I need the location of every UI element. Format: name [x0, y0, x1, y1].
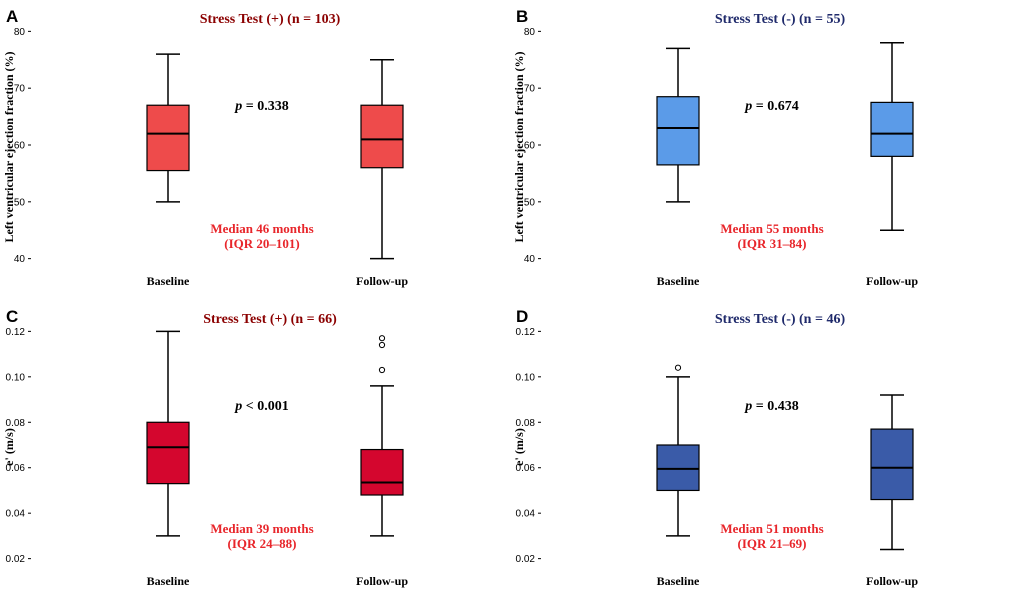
- box-followup: [360, 335, 404, 537]
- followup-note-line: (IQR 31–84): [738, 236, 807, 251]
- p-value: p = 0.338: [234, 99, 288, 114]
- iqr-box: [146, 421, 190, 485]
- iqr-box: [870, 101, 914, 157]
- panel-label: A: [6, 7, 18, 26]
- chart-panel-c: C Stress Test (+) (n = 66) e' (m/s) 0.02 0.0…: [2, 307, 408, 588]
- box-baseline: [146, 330, 190, 537]
- y-tick-label: 40: [524, 254, 536, 265]
- p-value-text: < 0.001: [242, 399, 288, 414]
- x-category-label: Follow-up: [866, 574, 918, 588]
- y-tick-label: 0.02: [6, 554, 26, 565]
- x-category-label: Baseline: [147, 274, 190, 288]
- y-tick-label: 70: [14, 84, 26, 95]
- y-tick-label: 0.12: [6, 327, 26, 338]
- x-category-label: Follow-up: [866, 274, 918, 288]
- y-tick-label: 0.10: [516, 372, 536, 383]
- panel-label: C: [6, 307, 18, 326]
- x-category-label: Baseline: [657, 274, 700, 288]
- y-tick-label: 50: [524, 197, 536, 208]
- followup-note-line: Median 55 months: [720, 221, 823, 236]
- p-symbol: p: [234, 399, 242, 414]
- y-tick-label: 60: [524, 141, 536, 152]
- y-axis-label: Left ventricular ejection fraction (%): [2, 51, 16, 242]
- y-tick-label: 50: [14, 197, 26, 208]
- chart-title: Stress Test (+) (n = 103): [200, 12, 341, 27]
- outlier-point: [674, 364, 682, 371]
- p-value: p < 0.001: [234, 399, 288, 414]
- panel-label: D: [516, 307, 528, 326]
- p-value-text: = 0.674: [752, 99, 798, 114]
- iqr-box: [656, 444, 700, 492]
- iqr-box: [360, 104, 404, 169]
- y-axis-label: e' (m/s): [512, 428, 526, 466]
- x-category-label: Follow-up: [356, 574, 408, 588]
- p-value: p = 0.674: [744, 99, 798, 114]
- x-category-label: Follow-up: [356, 274, 408, 288]
- x-category-label: Baseline: [657, 574, 700, 588]
- y-tick-label: 80: [524, 27, 536, 38]
- outlier-point: [378, 341, 386, 349]
- iqr-box: [656, 96, 700, 166]
- p-value-text: = 0.438: [752, 399, 798, 414]
- box-baseline: [656, 47, 700, 203]
- y-tick-label: 0.04: [6, 509, 26, 520]
- iqr-box: [870, 428, 914, 501]
- y-tick-label: 60: [14, 141, 26, 152]
- outlier-point: [378, 366, 386, 374]
- p-symbol: p: [234, 99, 242, 114]
- box-followup: [870, 394, 914, 551]
- p-value-text: = 0.338: [242, 99, 288, 114]
- y-tick-label: 0.12: [516, 327, 536, 338]
- p-value: p = 0.438: [744, 399, 798, 414]
- followup-note-line: Median 39 months: [210, 521, 313, 536]
- panel-label: B: [516, 7, 528, 26]
- chart-title: Stress Test (-) (n = 46): [715, 312, 846, 327]
- outlier-point: [378, 335, 386, 342]
- y-tick-label: 0.08: [516, 418, 536, 429]
- followup-note-line: Median 51 months: [720, 521, 823, 536]
- box-followup: [870, 41, 914, 231]
- y-tick-label: 0.02: [516, 554, 536, 565]
- box-baseline: [146, 53, 190, 203]
- followup-note-line: (IQR 20–101): [224, 236, 299, 251]
- box-followup: [360, 59, 404, 260]
- y-tick-label: 80: [14, 27, 26, 38]
- iqr-box: [360, 448, 404, 496]
- y-tick-label: 0.06: [516, 463, 536, 474]
- y-axis-label: Left ventricular ejection fraction (%): [512, 51, 526, 242]
- y-tick-label: 0.06: [6, 463, 26, 474]
- y-tick-label: 0.10: [6, 372, 26, 383]
- p-symbol: p: [744, 399, 752, 414]
- followup-note-line: Median 46 months: [210, 221, 313, 236]
- y-tick-label: 0.08: [6, 418, 26, 429]
- x-category-label: Baseline: [147, 574, 190, 588]
- chart-panel-d: D Stress Test (-) (n = 46) e' (m/s) 0.02 0.0…: [512, 307, 918, 588]
- chart-panel-b: B Stress Test (-) (n = 55) Left ventricula…: [512, 7, 918, 288]
- y-axis-label: e' (m/s): [2, 428, 16, 466]
- chart-title: Stress Test (-) (n = 55): [715, 12, 846, 27]
- p-symbol: p: [744, 99, 752, 114]
- followup-note-line: (IQR 21–69): [738, 536, 807, 551]
- y-tick-label: 70: [524, 84, 536, 95]
- box-baseline: [656, 364, 700, 537]
- chart-title: Stress Test (+) (n = 66): [203, 312, 337, 327]
- y-tick-label: 40: [14, 254, 26, 265]
- iqr-box: [146, 104, 190, 172]
- followup-note-line: (IQR 24–88): [228, 536, 297, 551]
- chart-panel-a: A Stress Test (+) (n = 103) Left ventricul…: [2, 7, 408, 288]
- y-tick-label: 0.04: [516, 509, 536, 520]
